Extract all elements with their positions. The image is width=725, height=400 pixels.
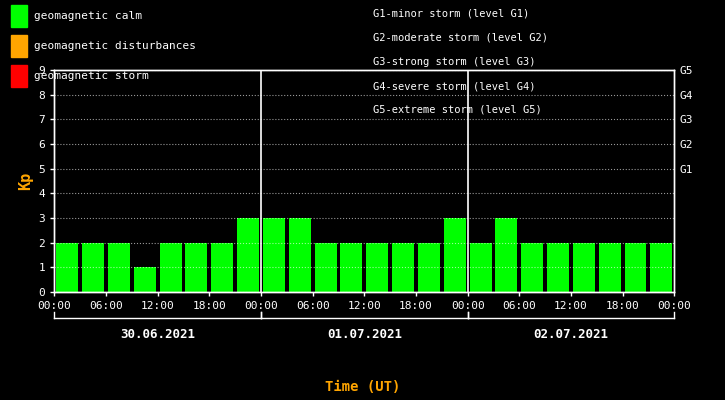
- Bar: [186, 243, 207, 292]
- Bar: [392, 243, 414, 292]
- Bar: [470, 243, 492, 292]
- Bar: [82, 243, 104, 292]
- Bar: [315, 243, 336, 292]
- Bar: [237, 218, 259, 292]
- Bar: [495, 218, 518, 292]
- Text: G2-moderate storm (level G2): G2-moderate storm (level G2): [373, 33, 548, 43]
- Bar: [418, 243, 440, 292]
- Text: geomagnetic storm: geomagnetic storm: [34, 71, 149, 81]
- Text: Time (UT): Time (UT): [325, 380, 400, 394]
- Bar: [444, 218, 465, 292]
- Bar: [341, 243, 362, 292]
- Text: G3-strong storm (level G3): G3-strong storm (level G3): [373, 57, 536, 67]
- Bar: [521, 243, 543, 292]
- Bar: [134, 267, 156, 292]
- Text: G1-minor storm (level G1): G1-minor storm (level G1): [373, 9, 530, 19]
- Bar: [366, 243, 388, 292]
- Bar: [160, 243, 181, 292]
- Text: 02.07.2021: 02.07.2021: [534, 328, 608, 341]
- Bar: [108, 243, 130, 292]
- Bar: [211, 243, 233, 292]
- Bar: [263, 218, 285, 292]
- Bar: [599, 243, 621, 292]
- Text: 01.07.2021: 01.07.2021: [327, 328, 402, 341]
- Text: 30.06.2021: 30.06.2021: [120, 328, 195, 341]
- Bar: [650, 243, 672, 292]
- Bar: [573, 243, 594, 292]
- Text: G4-severe storm (level G4): G4-severe storm (level G4): [373, 81, 536, 91]
- Bar: [289, 218, 311, 292]
- Bar: [624, 243, 647, 292]
- Bar: [547, 243, 569, 292]
- Text: G5-extreme storm (level G5): G5-extreme storm (level G5): [373, 105, 542, 115]
- Text: geomagnetic disturbances: geomagnetic disturbances: [34, 41, 196, 51]
- Bar: [57, 243, 78, 292]
- Y-axis label: Kp: Kp: [18, 172, 33, 190]
- Text: geomagnetic calm: geomagnetic calm: [34, 11, 142, 21]
